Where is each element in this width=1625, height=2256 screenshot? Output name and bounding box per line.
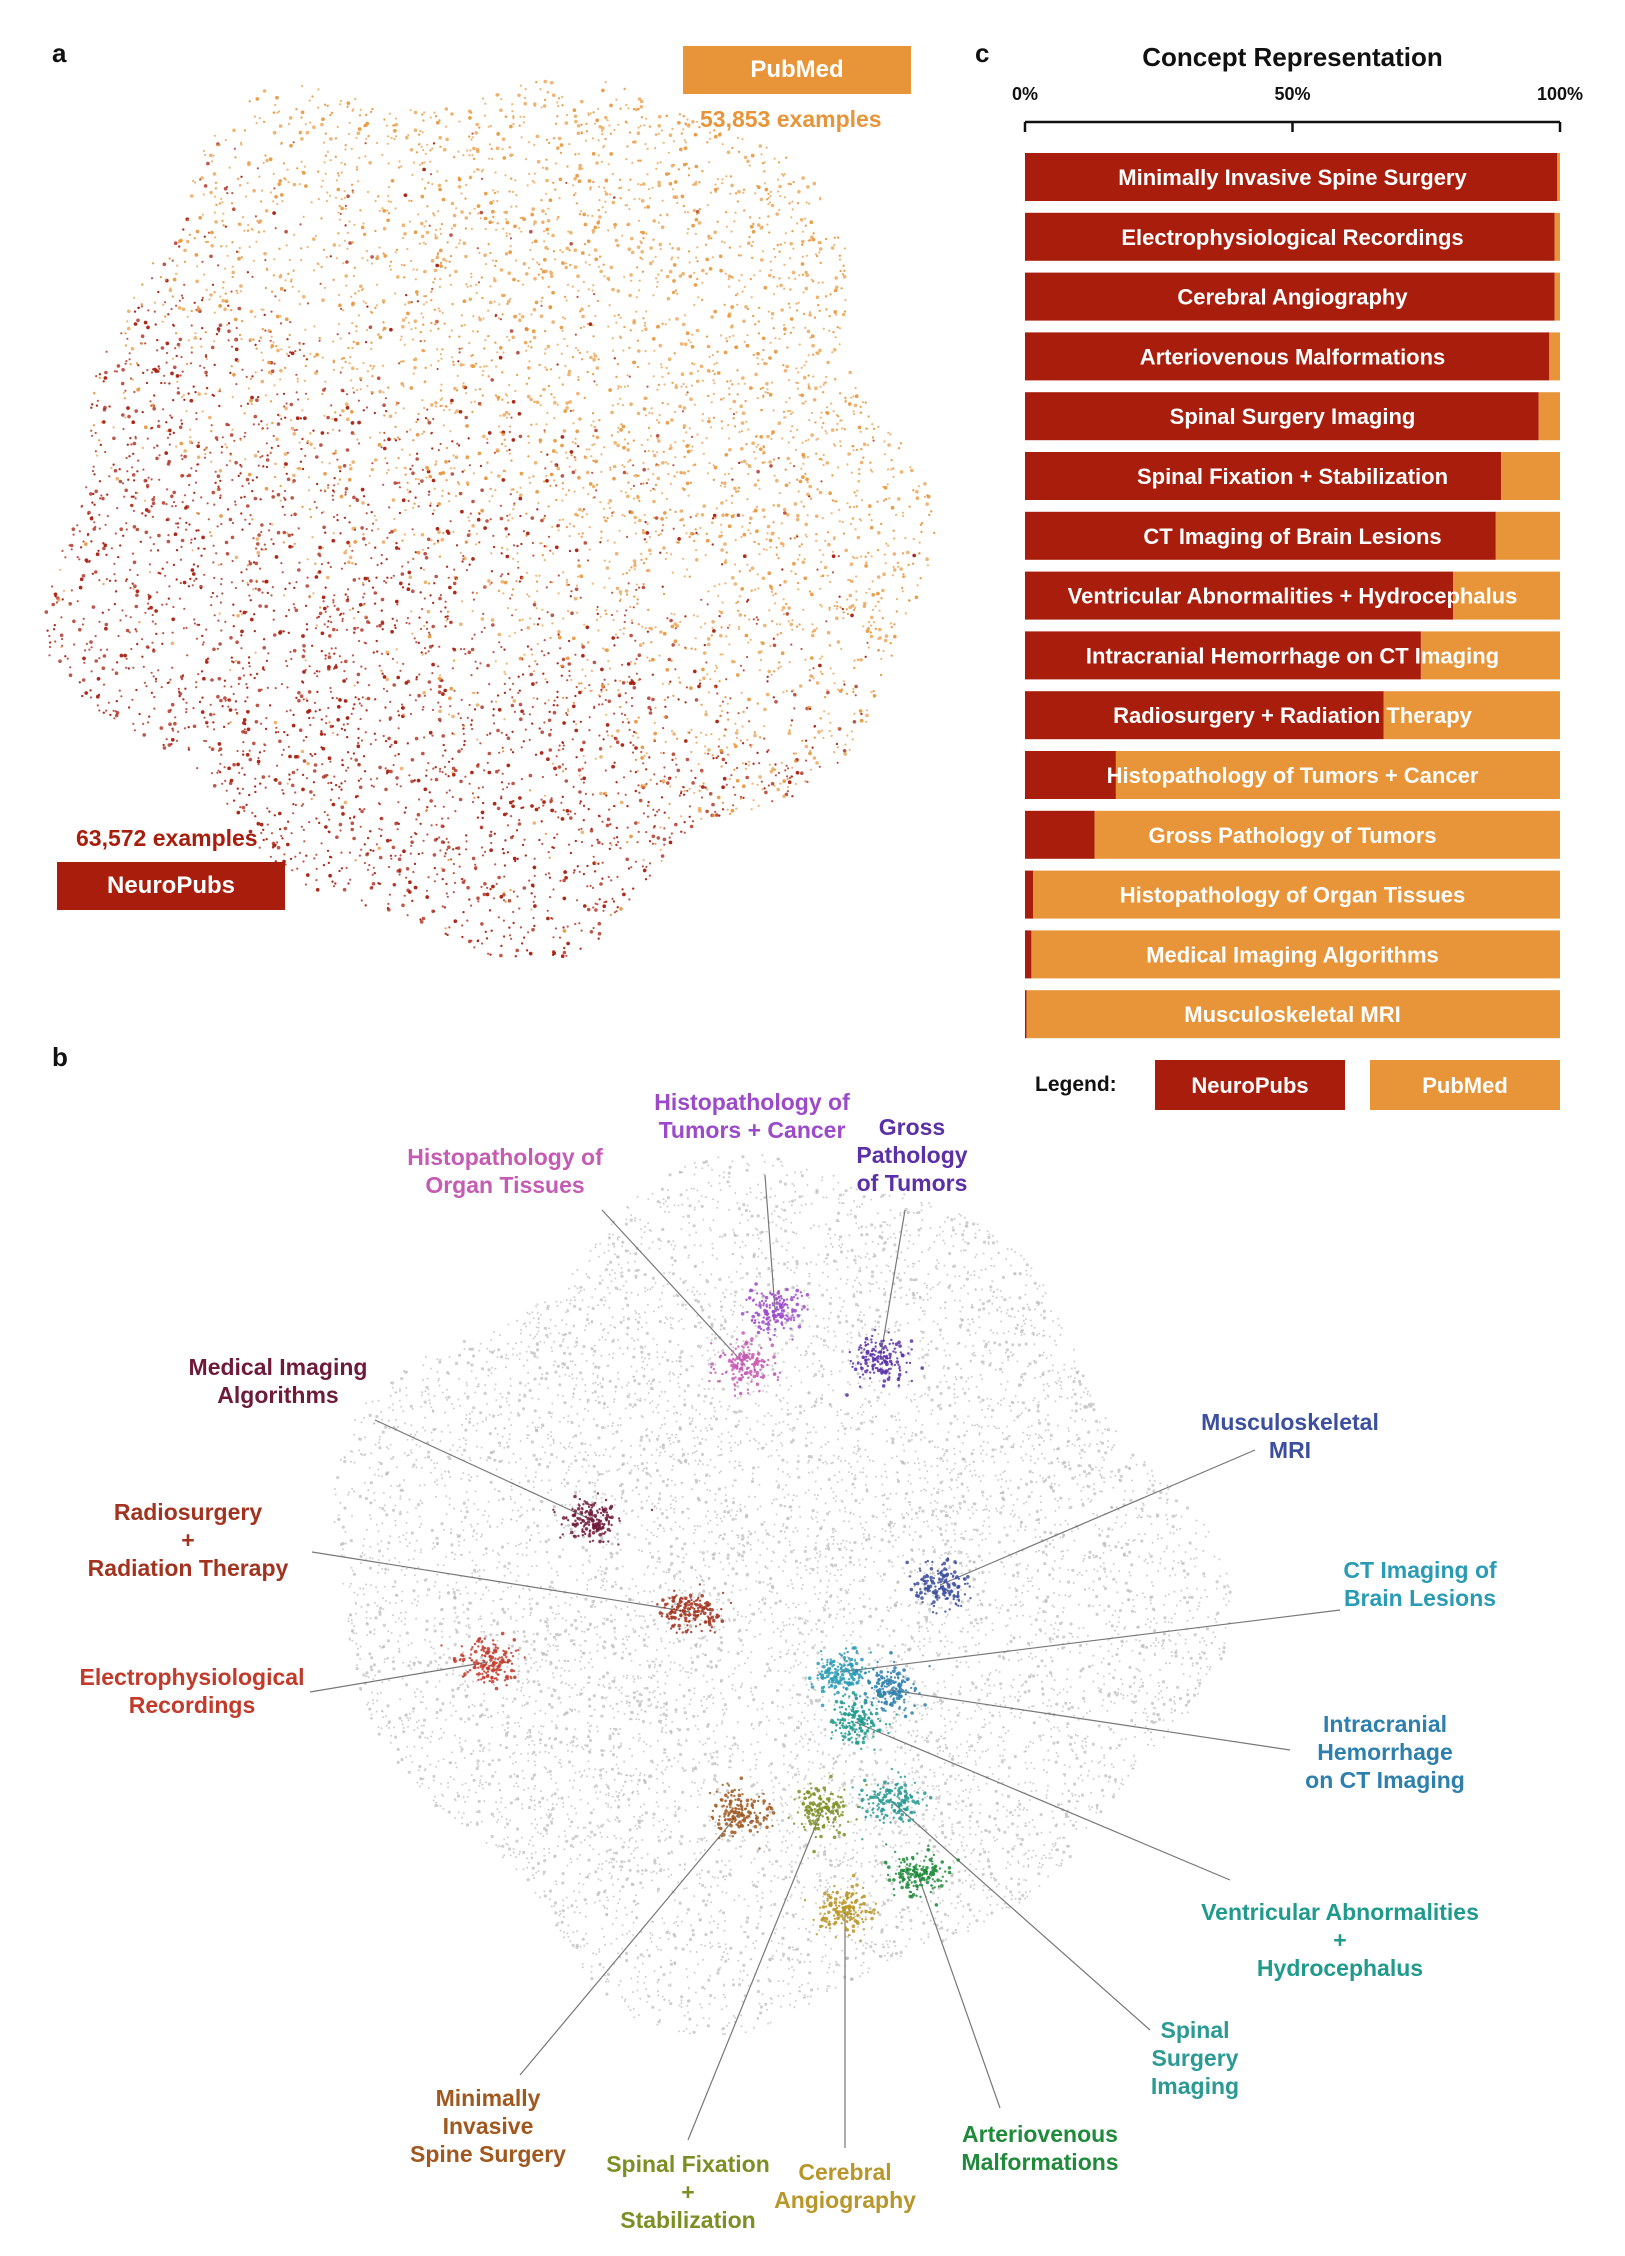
- bar-label: Electrophysiological Recordings: [1121, 225, 1463, 250]
- legend-title: Legend:: [1035, 1073, 1117, 1096]
- cluster-blob: [656, 1583, 732, 1634]
- leader-line: [312, 1552, 690, 1612]
- bar-neuropubs: [1025, 811, 1095, 859]
- leader-line: [688, 1810, 822, 2140]
- bar-pubmed: [1549, 332, 1560, 380]
- panel-a-scatter: [0, 0, 960, 960]
- cluster-label: Cerebral Angiography: [774, 2159, 916, 2213]
- cluster-label: Gross Pathology of Tumors: [856, 1114, 967, 1196]
- x-tick-label: 50%: [1274, 84, 1310, 104]
- cluster-points: [440, 1282, 971, 1942]
- bar-pubmed: [1496, 512, 1560, 560]
- cluster-label: Arteriovenous Malformations: [961, 2121, 1118, 2175]
- cluster-label: Musculoskeletal MRI: [1201, 1409, 1379, 1463]
- bar-label: Cerebral Angiography: [1177, 285, 1408, 310]
- bar-pubmed: [1539, 392, 1560, 440]
- cluster-blob: [845, 1329, 924, 1397]
- leader-line: [890, 1690, 1290, 1750]
- cluster-label: Minimally Invasive Spine Surgery: [410, 2085, 566, 2167]
- cluster-label: Spinal Surgery Imaging: [1151, 2017, 1239, 2099]
- concept-representation-chart: Concept Representation 0% 50% 100% Minimally…: [960, 30, 1600, 1110]
- cluster-blob: [788, 1775, 868, 1854]
- bar-label: Spinal Surgery Imaging: [1170, 404, 1416, 429]
- bar-label: Intracranial Hemorrhage on CT Imaging: [1086, 643, 1499, 668]
- bar-pubmed: [1501, 452, 1560, 500]
- legend-entry: PubMed: [1422, 1073, 1508, 1098]
- leader-line: [918, 1875, 1000, 2108]
- bar-neuropubs: [1025, 990, 1027, 1038]
- pubmed-label-box: PubMed: [683, 46, 911, 94]
- bar-label: Histopathology of Organ Tissues: [1120, 883, 1466, 908]
- bar-label: Musculoskeletal MRI: [1184, 1002, 1400, 1027]
- bar-pubmed: [1555, 273, 1560, 321]
- pubmed-count: 53,853 examples: [700, 106, 882, 133]
- neuropubs-count: 63,572 examples: [76, 825, 258, 852]
- bar-label: Minimally Invasive Spine Surgery: [1118, 165, 1467, 190]
- leader-lines: [310, 1175, 1340, 2148]
- leader-line: [765, 1175, 775, 1310]
- cluster-blob: [855, 1651, 931, 1722]
- cluster-blob: [708, 1331, 781, 1397]
- bar-label: Ventricular Abnormalities + Hydrocephalu…: [1068, 584, 1518, 609]
- cluster-blob: [804, 1874, 880, 1942]
- cluster-label: Spinal Fixation + Stabilization: [606, 2151, 770, 2233]
- bar-pubmed: [1557, 153, 1560, 201]
- cluster-blob: [741, 1282, 809, 1341]
- cluster-label: Medical Imaging Algorithms: [189, 1354, 368, 1408]
- leader-line: [602, 1210, 745, 1365]
- leader-line: [855, 1722, 1230, 1880]
- bar-label: Medical Imaging Algorithms: [1146, 942, 1439, 967]
- leader-line: [375, 1420, 592, 1520]
- cluster-blob: [709, 1776, 776, 1849]
- neuropubs-label-box: NeuroPubs: [57, 862, 285, 910]
- cluster-labels: Histopathology of Tumors + Cancer Gross Pat…: [80, 1089, 1497, 2233]
- cluster-blob: [830, 1691, 898, 1751]
- cluster-label: Intracranial Hemorrhage on CT Imaging: [1305, 1711, 1465, 1793]
- cluster-blob: [440, 1632, 526, 1691]
- leader-line: [310, 1662, 488, 1692]
- leader-line: [880, 1210, 905, 1360]
- cluster-label: Radiosurgery + Radiation Therapy: [88, 1499, 289, 1581]
- cluster-blob: [905, 1557, 971, 1614]
- bar-label: Arteriovenous Malformations: [1140, 344, 1446, 369]
- x-tick-label: 0%: [1012, 84, 1038, 104]
- bar-neuropubs: [1025, 751, 1116, 799]
- bar-neuropubs: [1025, 930, 1031, 978]
- leader-line: [890, 1800, 1150, 2030]
- cluster-label: Electrophysiological Recordings: [80, 1664, 305, 1718]
- bar-neuropubs: [1025, 871, 1033, 919]
- cluster-label: Histopathology of Tumors + Cancer: [654, 1089, 850, 1143]
- bar-label: Radiosurgery + Radiation Therapy: [1113, 703, 1473, 728]
- bar-label: Spinal Fixation + Stabilization: [1137, 464, 1448, 489]
- cluster-label: Ventricular Abnormalities + Hydrocephalus: [1201, 1899, 1479, 1981]
- leader-line: [940, 1450, 1255, 1585]
- cluster-blob: [552, 1492, 653, 1545]
- cluster-label: Histopathology of Organ Tissues: [407, 1144, 603, 1198]
- leader-line: [520, 1812, 740, 2075]
- bar-label: Gross Pathology of Tumors: [1148, 823, 1436, 848]
- x-tick-label: 100%: [1537, 84, 1583, 104]
- panel-letter-b: b: [52, 1042, 68, 1073]
- bar-label: Histopathology of Tumors + Cancer: [1107, 763, 1479, 788]
- cluster-blob: [808, 1646, 877, 1707]
- cluster-label: CT Imaging of Brain Lesions: [1343, 1557, 1497, 1611]
- background-points: [334, 1154, 1232, 2035]
- chart-title: Concept Representation: [1142, 42, 1443, 72]
- bar-pubmed: [1555, 213, 1560, 261]
- bar-label: CT Imaging of Brain Lesions: [1143, 524, 1441, 549]
- leader-line: [840, 1610, 1340, 1672]
- cluster-blob: [851, 1768, 932, 1841]
- legend-entry: NeuroPubs: [1191, 1073, 1308, 1098]
- cluster-blob: [884, 1843, 960, 1906]
